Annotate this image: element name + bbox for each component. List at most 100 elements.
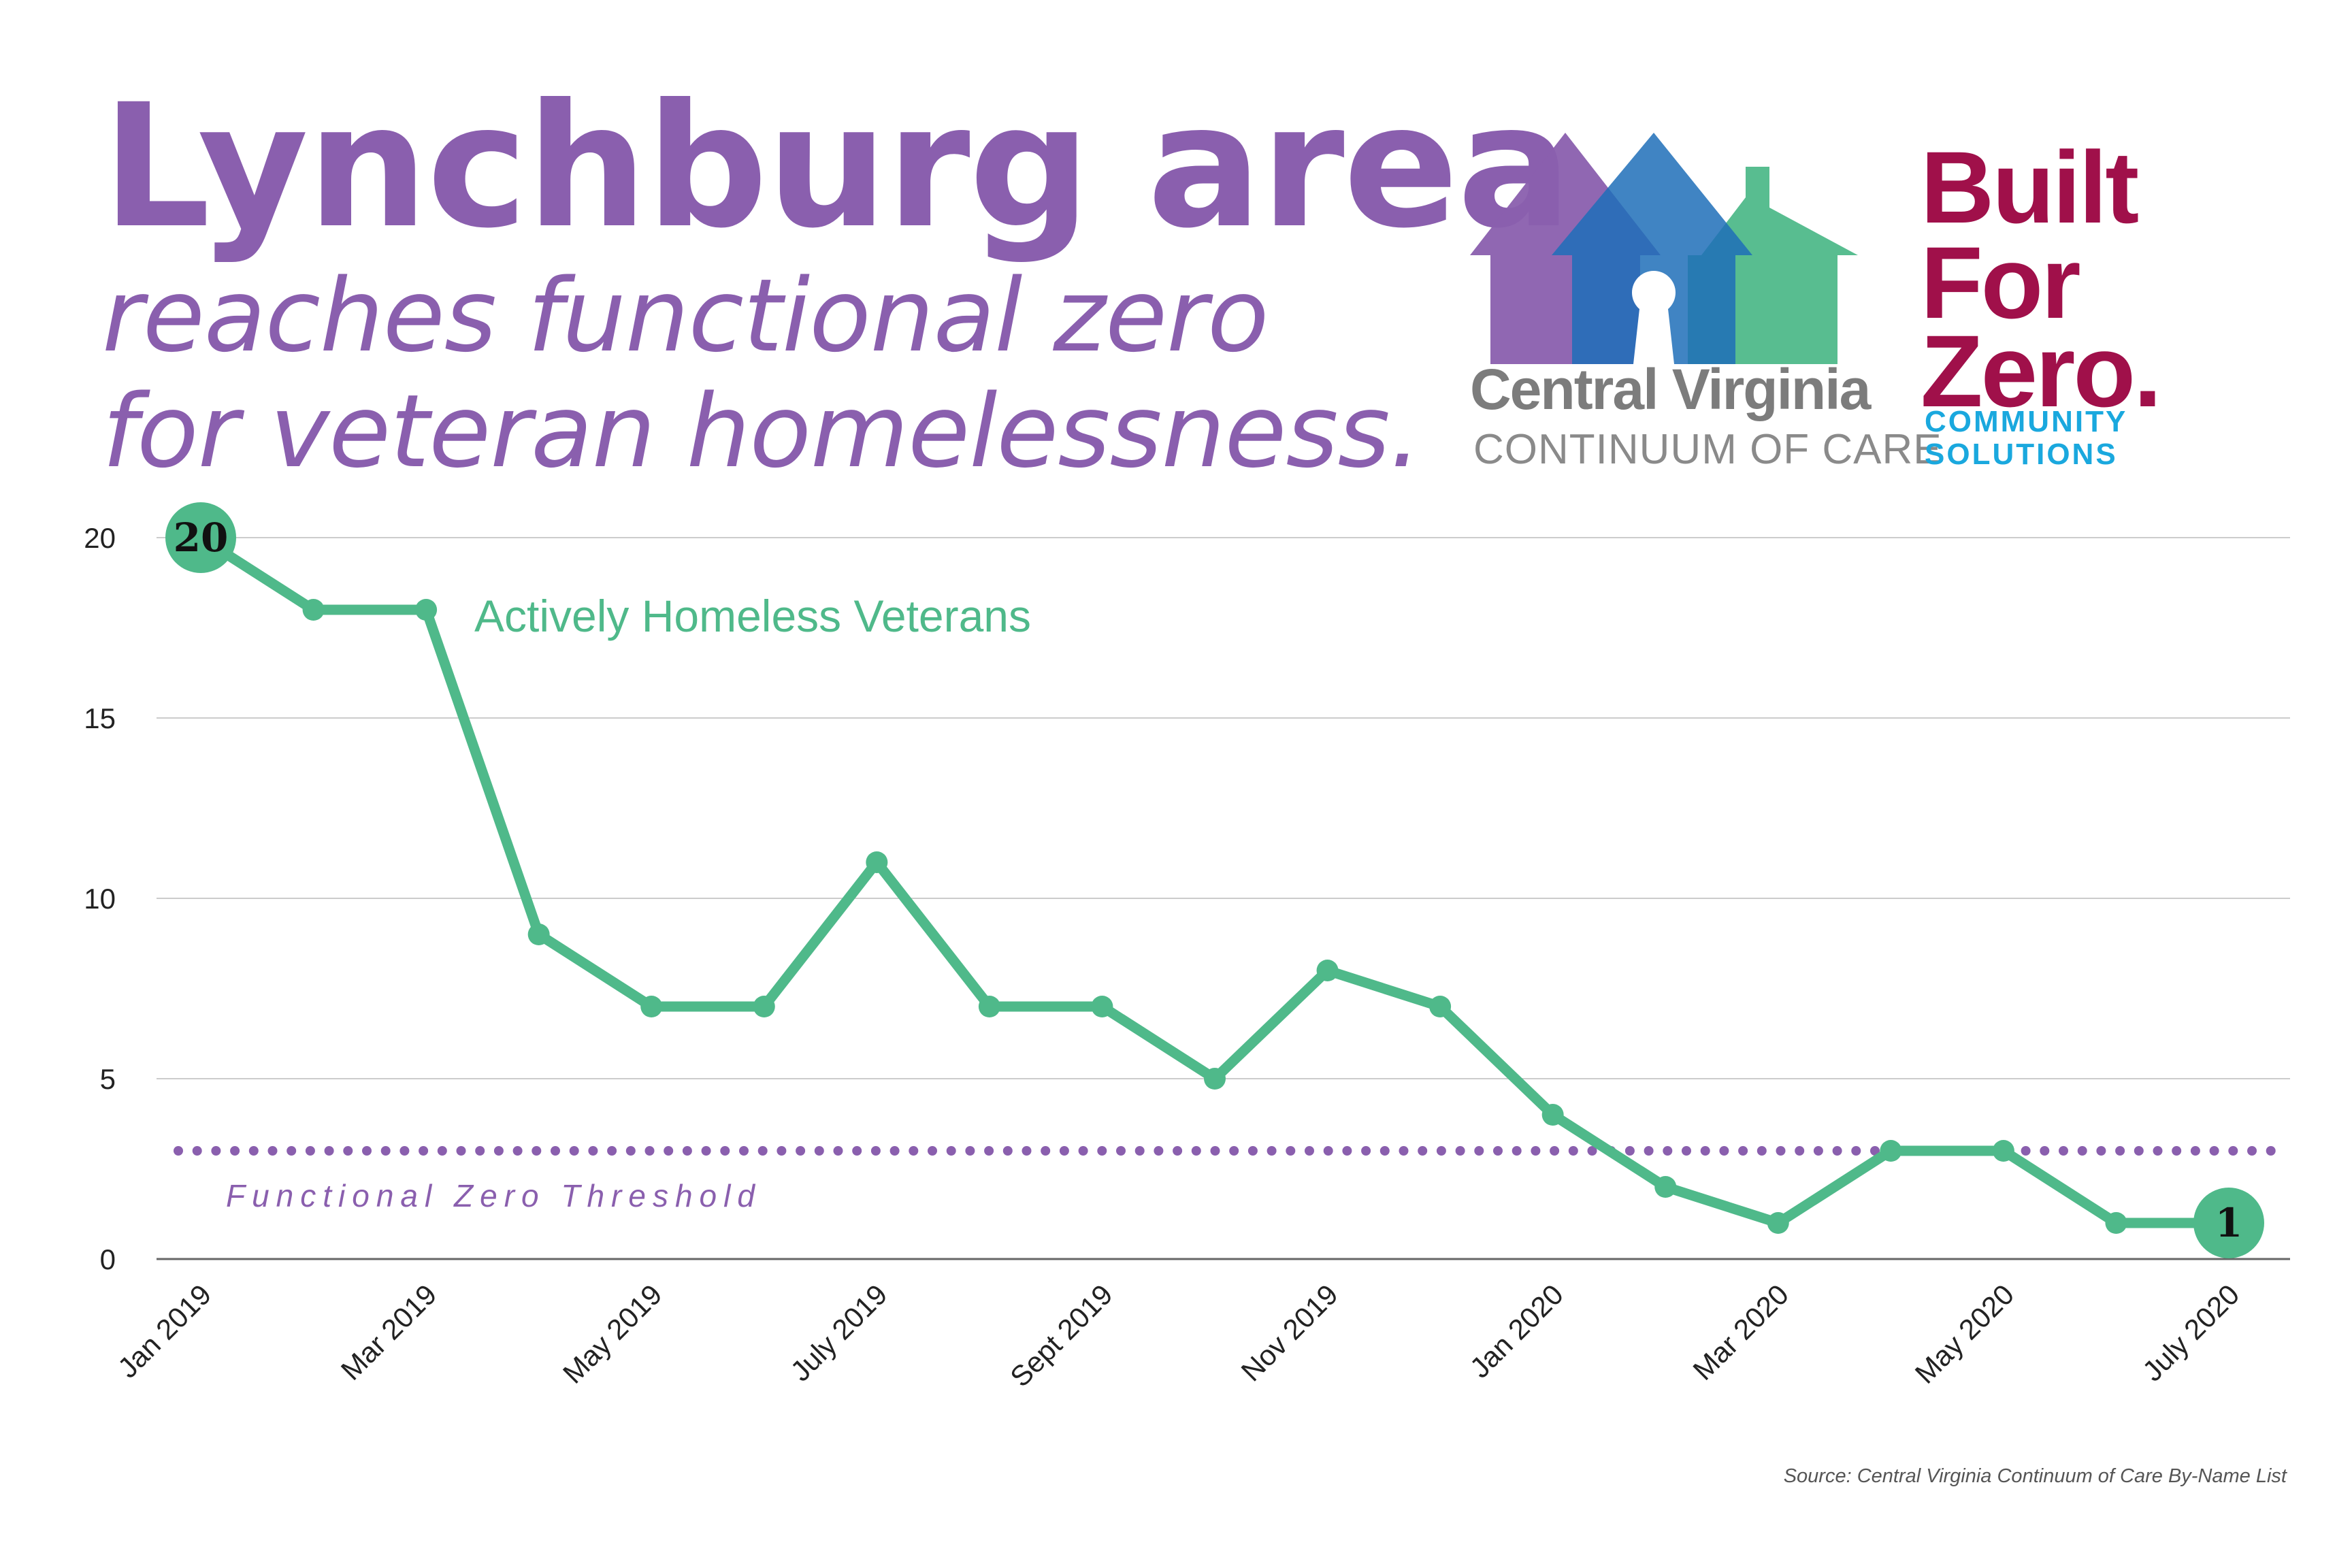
- cvcoc-logo-subtitle: CONTINUUM OF CARE: [1473, 426, 1942, 473]
- threshold-dot: [1870, 1146, 1880, 1156]
- threshold-dot: [984, 1146, 994, 1156]
- bfz-org-line-1: COMMUNITY: [1925, 405, 2128, 438]
- data-point: [1654, 1176, 1677, 1198]
- highlight-point: [165, 502, 236, 573]
- threshold-dot: [1323, 1146, 1333, 1156]
- threshold-dot: [1776, 1146, 1786, 1156]
- threshold-dot: [1247, 1146, 1258, 1156]
- bfz-org-line-2: SOLUTIONS: [1925, 438, 2118, 471]
- page-subtitle-line-2: for veteran homelessness.: [102, 373, 1422, 490]
- highlight-label: 1: [2215, 1200, 2242, 1246]
- threshold-dot: [2059, 1146, 2068, 1156]
- page-subtitle-line-1: reaches functional zero: [102, 257, 1269, 374]
- threshold-dot: [1832, 1146, 1842, 1156]
- y-tick-label: 20: [84, 522, 116, 554]
- threshold-dot: [2266, 1146, 2276, 1156]
- threshold-dot: [1361, 1146, 1371, 1156]
- threshold-dot: [2190, 1146, 2200, 1156]
- threshold-dot: [889, 1146, 900, 1156]
- threshold-dot: [512, 1146, 523, 1156]
- threshold-dot: [1210, 1146, 1220, 1156]
- x-tick-label: Mar 2020: [1686, 1278, 1795, 1386]
- threshold-dot: [1455, 1146, 1465, 1156]
- threshold-dot: [493, 1146, 504, 1156]
- y-tick-label: 10: [84, 883, 116, 915]
- threshold-dot: [664, 1146, 674, 1156]
- x-tick-label: Sept 2019: [1004, 1278, 1119, 1393]
- threshold-dot: [419, 1146, 429, 1156]
- threshold-dot: [965, 1146, 975, 1156]
- threshold-dot: [1644, 1146, 1654, 1156]
- threshold-dot: [1813, 1146, 1823, 1156]
- threshold-dot: [399, 1146, 410, 1156]
- threshold-dot: [777, 1146, 787, 1156]
- threshold-dot: [569, 1146, 579, 1156]
- threshold-dot: [909, 1146, 919, 1156]
- threshold-dot: [625, 1146, 636, 1156]
- data-point: [1992, 1140, 2014, 1162]
- bfz-logo-line-2: For: [1921, 225, 2081, 340]
- x-tick-label: May 2020: [1909, 1278, 2021, 1390]
- threshold-dot: [287, 1146, 297, 1156]
- threshold-dot: [305, 1146, 315, 1156]
- data-point: [527, 924, 550, 945]
- threshold-label: Functional Zero Threshold: [226, 1178, 762, 1213]
- threshold-dot: [2153, 1146, 2163, 1156]
- threshold-dot: [1154, 1146, 1164, 1156]
- threshold-dot: [2134, 1146, 2144, 1156]
- threshold-dot: [946, 1146, 956, 1156]
- threshold-dot: [1512, 1146, 1522, 1156]
- threshold-dot: [928, 1146, 937, 1156]
- threshold-dot: [796, 1146, 806, 1156]
- threshold-dot: [1531, 1146, 1541, 1156]
- threshold-dot: [1002, 1146, 1013, 1156]
- threshold-dot: [1719, 1146, 1729, 1156]
- chart-labels: Actively Homeless Veterans 20 1: [165, 502, 2264, 1258]
- threshold-dot: [1059, 1146, 1069, 1156]
- data-point: [1316, 960, 1339, 981]
- threshold-dot: [1229, 1146, 1239, 1156]
- data-point: [1541, 1104, 1564, 1126]
- x-tick-label: Nov 2019: [1235, 1278, 1344, 1387]
- threshold-dot: [2096, 1146, 2106, 1156]
- x-axis: Jan 2019 Mar 2019 May 2019 July 2019 Sept 20…: [112, 1278, 2245, 1393]
- threshold-dot: [2247, 1146, 2257, 1156]
- data-point: [866, 851, 888, 873]
- threshold-dot: [1550, 1146, 1560, 1156]
- threshold-dot: [362, 1146, 372, 1156]
- threshold-dot: [1041, 1146, 1051, 1156]
- y-tick-label: 0: [100, 1243, 116, 1275]
- page-title: Lynchburg area: [102, 67, 1572, 265]
- three-houses-keyhole-icon: [1470, 133, 1858, 364]
- data-point: [1091, 996, 1113, 1017]
- threshold-dot: [343, 1146, 353, 1156]
- threshold-dot: [1795, 1146, 1805, 1156]
- threshold-dot: [1399, 1146, 1409, 1156]
- y-tick-label: 15: [84, 702, 116, 734]
- threshold-dot: [833, 1146, 843, 1156]
- data-point: [1429, 996, 1452, 1017]
- threshold-dot: [248, 1146, 259, 1156]
- threshold-dot: [1097, 1146, 1107, 1156]
- threshold-dot: [852, 1146, 862, 1156]
- x-tick-label: Mar 2019: [335, 1278, 443, 1386]
- series-label: Actively Homeless Veterans: [474, 591, 1031, 641]
- threshold-dot: [1757, 1146, 1767, 1156]
- x-tick-label: Jan 2019: [112, 1278, 217, 1384]
- threshold-dot: [1663, 1146, 1673, 1156]
- threshold-dot: [2021, 1146, 2031, 1156]
- threshold-dot: [437, 1146, 447, 1156]
- threshold-dot: [1738, 1146, 1748, 1156]
- data-point: [978, 996, 1000, 1017]
- y-tick-label: 5: [100, 1063, 116, 1095]
- threshold-dot: [1342, 1146, 1352, 1156]
- threshold-dot: [1116, 1146, 1126, 1156]
- highlight-label: 20: [174, 514, 229, 561]
- threshold-dot: [1493, 1146, 1503, 1156]
- x-tick-label: May 2019: [557, 1278, 668, 1390]
- threshold-dot: [267, 1146, 278, 1156]
- threshold-dot: [720, 1146, 730, 1156]
- threshold-dot: [1022, 1146, 1032, 1156]
- data-point: [415, 599, 438, 621]
